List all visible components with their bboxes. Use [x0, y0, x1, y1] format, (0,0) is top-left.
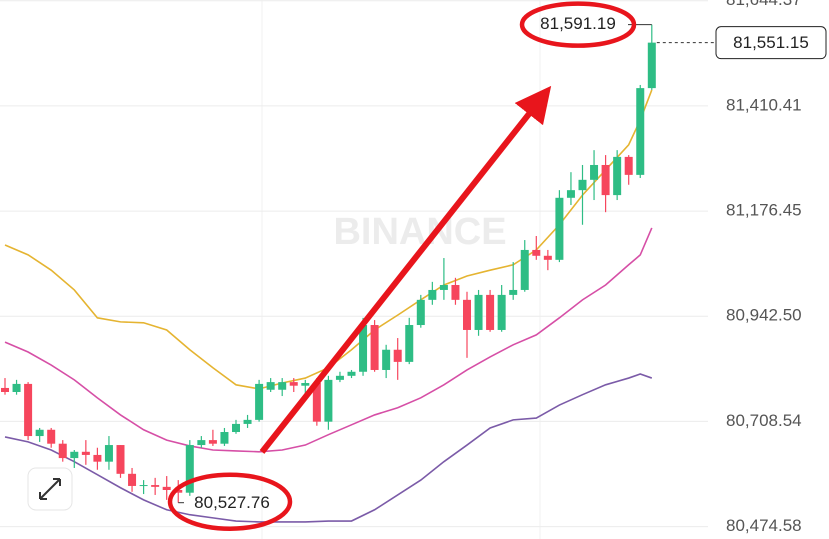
y-tick-label: 80,942.50	[726, 306, 802, 325]
current-price-box	[715, 26, 827, 60]
candle-body	[543, 255, 552, 260]
candle-body	[278, 382, 287, 390]
candle-body	[624, 156, 633, 175]
candle-body	[162, 486, 171, 490]
candle-body	[486, 294, 495, 330]
candle-body	[47, 429, 56, 444]
highlight-circle	[167, 472, 293, 531]
candle-body	[636, 88, 645, 175]
candle-body	[70, 451, 79, 459]
candle-body	[1, 387, 9, 392]
candle-body	[243, 419, 252, 424]
candle-body	[324, 379, 333, 422]
candle-body	[532, 249, 541, 256]
low-annotation: 80,527.76	[194, 493, 270, 512]
y-tick-label: 80,708.54	[726, 411, 802, 430]
candle-body	[359, 325, 368, 372]
moving-average	[4, 373, 653, 523]
candle-body	[347, 371, 356, 376]
highlight-circle	[519, 1, 637, 48]
candle-body	[24, 383, 33, 437]
candle-body	[58, 443, 67, 459]
candle-body	[474, 294, 483, 330]
candle-body	[428, 289, 437, 300]
candle-body	[566, 190, 575, 198]
candle-body	[590, 164, 599, 180]
candle-body	[463, 299, 471, 330]
moving-average	[4, 227, 653, 453]
candle-body	[116, 445, 125, 474]
candle-body	[509, 289, 518, 295]
candle-body	[93, 454, 102, 462]
arrow	[259, 85, 552, 454]
y-tick-label: 80,474.58	[726, 516, 802, 535]
candle-body	[393, 349, 402, 362]
candle-body	[174, 490, 183, 493]
candle-body	[647, 42, 656, 89]
candle-body	[151, 485, 160, 487]
moving-average	[4, 89, 653, 390]
candle-body	[301, 383, 310, 386]
candle-body	[370, 325, 379, 370]
y-tick-label: 81,176.45	[726, 201, 802, 220]
candle-body	[208, 440, 217, 444]
candle-body	[81, 451, 90, 455]
current-price-label: 81,551.15	[733, 33, 809, 52]
candle-body	[601, 164, 610, 196]
candle-body	[220, 432, 229, 444]
candle-body	[613, 156, 622, 196]
candle-body	[289, 382, 298, 386]
candle-body	[520, 249, 529, 290]
candle-body	[416, 299, 425, 326]
candle-body	[255, 383, 264, 420]
candle-body	[405, 325, 414, 362]
candle-body	[139, 485, 148, 487]
watermark: BINANCE	[333, 211, 506, 253]
candle-body	[382, 349, 391, 370]
candle-body	[335, 375, 344, 380]
candle-body	[104, 445, 113, 462]
candle-body	[35, 429, 44, 437]
candle-body	[578, 179, 587, 191]
candle-body	[197, 440, 206, 446]
candle-body	[555, 197, 564, 260]
expand-icon	[39, 478, 61, 500]
candle-body	[439, 285, 448, 290]
candle-body	[12, 383, 21, 392]
candle-body	[497, 294, 506, 330]
candle-body	[266, 382, 275, 390]
candle-body	[232, 423, 240, 433]
candle-body	[128, 473, 137, 486]
candle-body	[312, 383, 321, 422]
y-tick-label: 81,410.41	[726, 95, 802, 114]
y-tick-label: 81,644.37	[726, 0, 802, 9]
candle-body	[185, 445, 194, 493]
candle-body	[451, 285, 460, 300]
high-annotation: 81,591.19	[540, 14, 616, 33]
